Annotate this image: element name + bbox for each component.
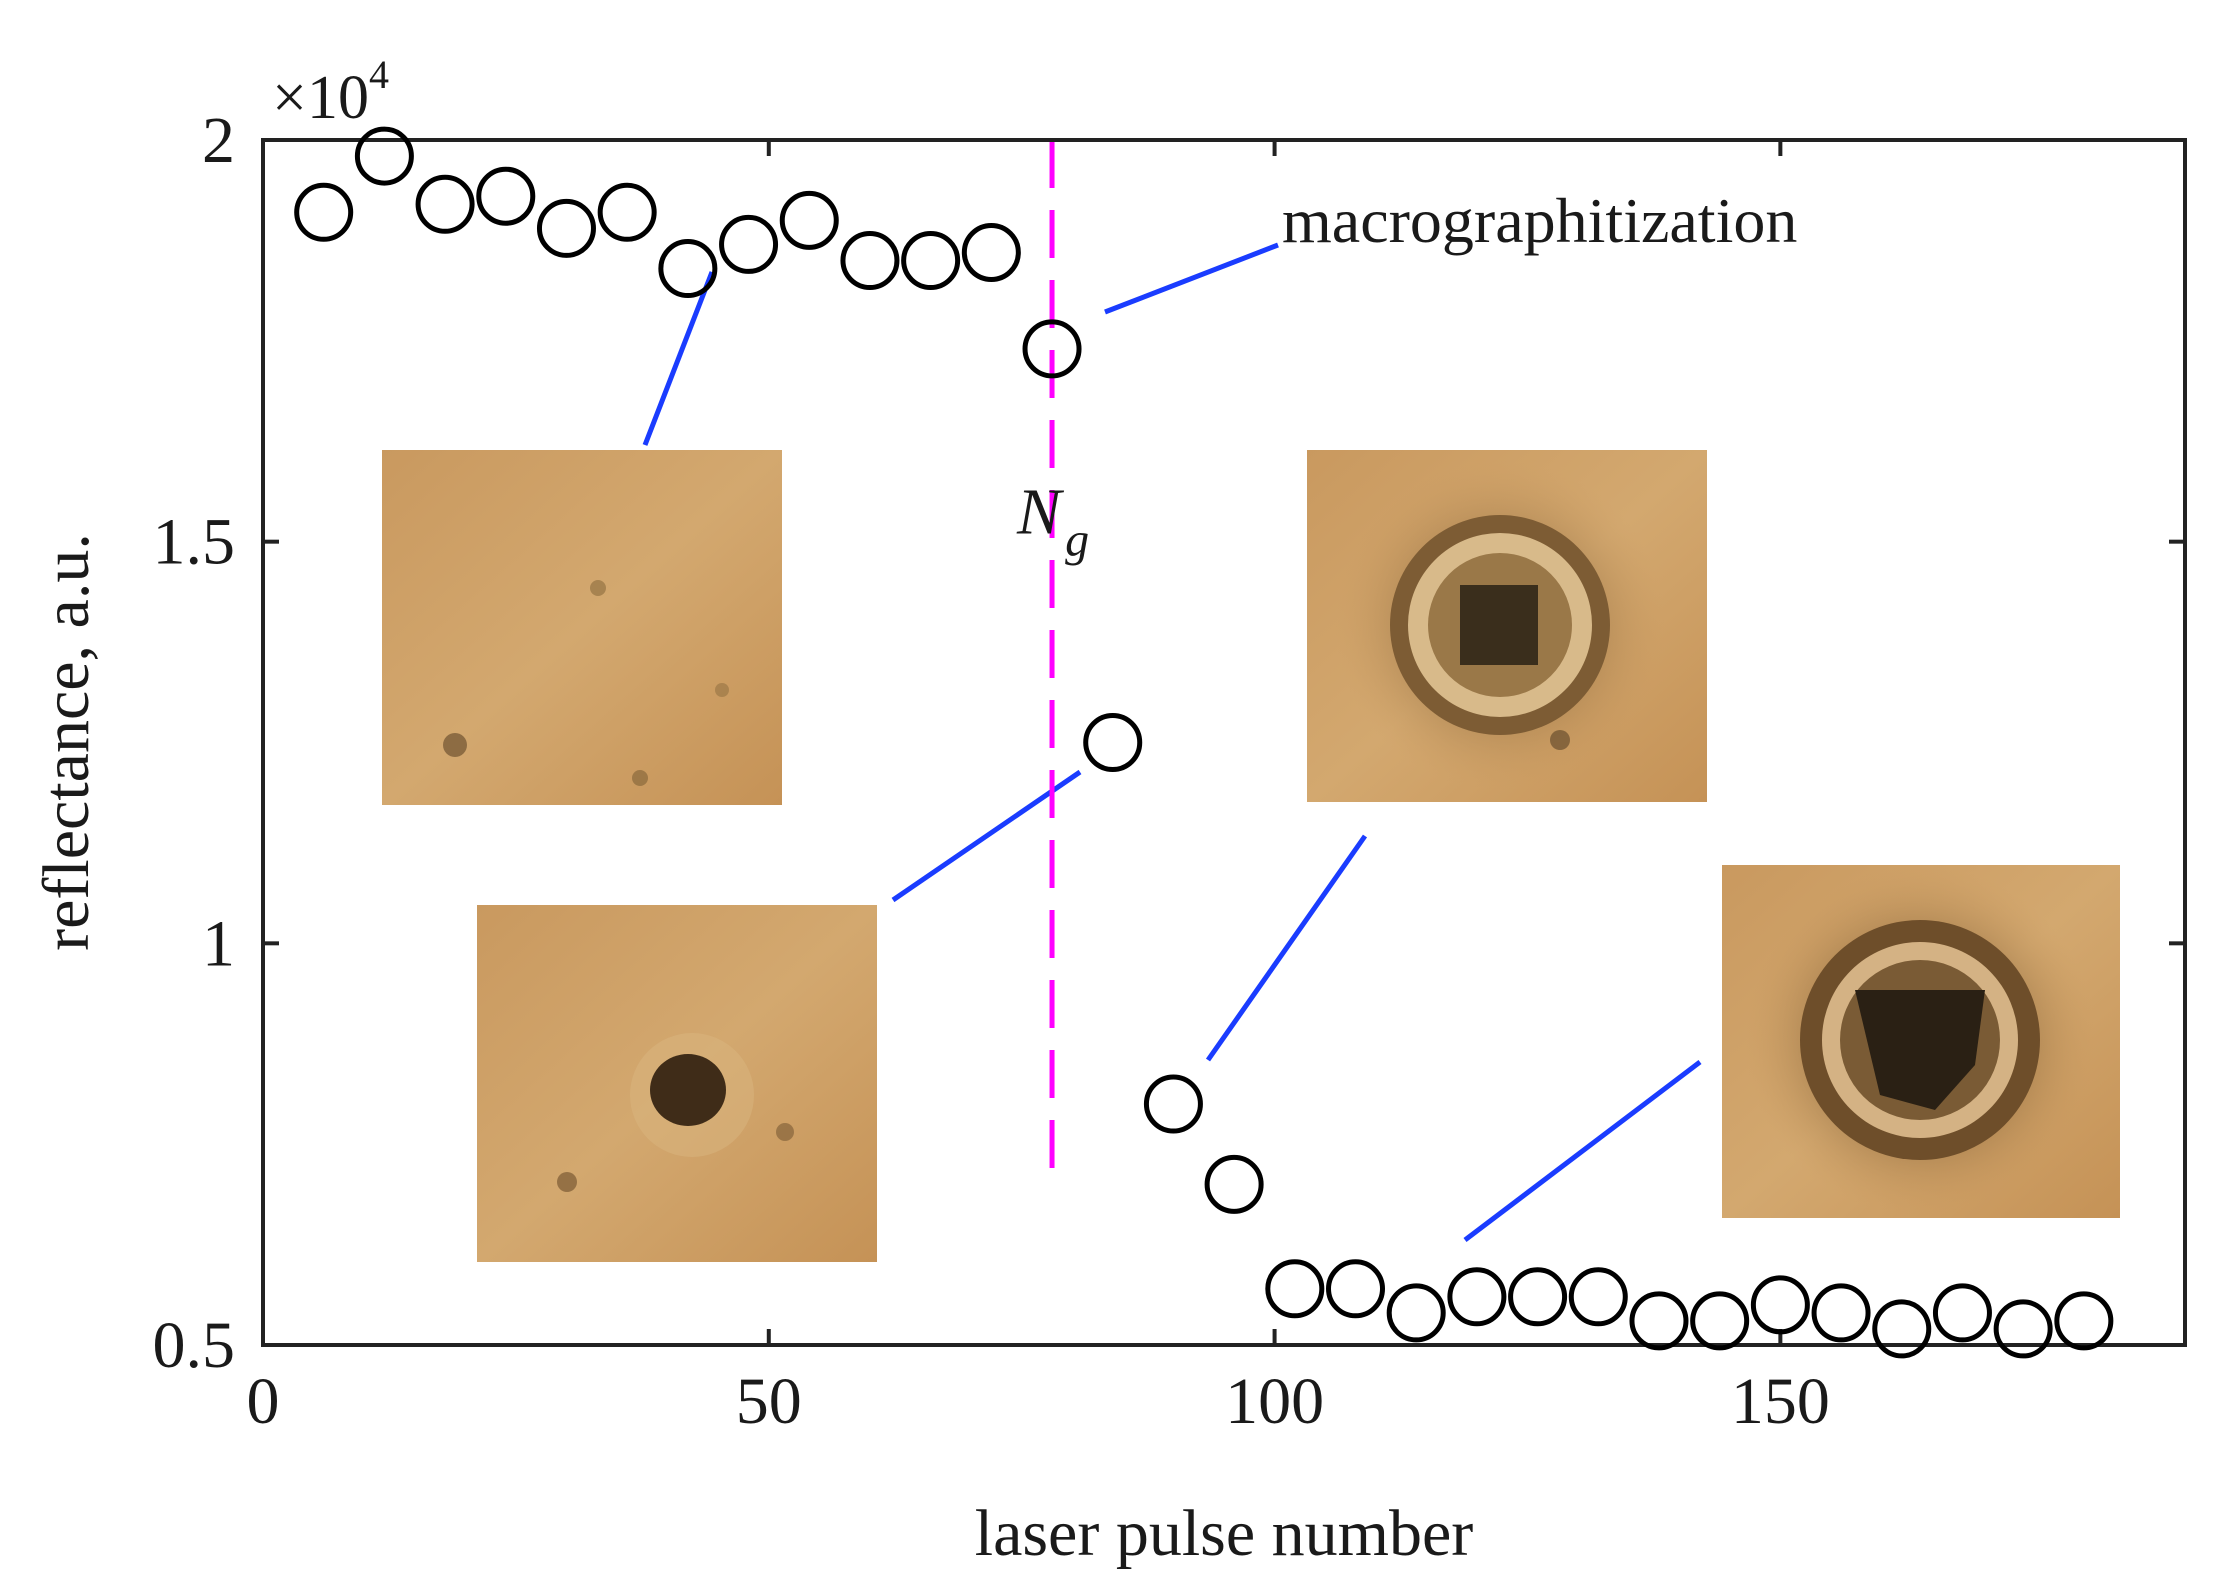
y-tick-label: 1.5 — [153, 506, 236, 579]
y-tick-label: 0.5 — [153, 1309, 236, 1382]
data-point — [1508, 1267, 1568, 1327]
data-points — [294, 126, 2114, 1359]
inset-photo-surface-before-damage — [382, 450, 782, 805]
inset-photo-surface-early-spot — [477, 905, 877, 1262]
data-point — [1386, 1283, 1446, 1343]
x-tick-label: 150 — [1731, 1365, 1830, 1438]
leader-inset-4 — [1463, 1060, 1702, 1242]
data-point — [840, 231, 900, 290]
data-point — [1143, 1074, 1203, 1134]
data-point — [1932, 1283, 1992, 1343]
x-axis-ticks: 0 50 100 150 — [247, 140, 1830, 1438]
data-point — [597, 182, 657, 242]
y-axis-label: reflectance, a.u. — [30, 533, 103, 951]
leader-macrographitization — [1104, 242, 1279, 315]
data-point — [1447, 1267, 1507, 1327]
x-axis-label: laser pulse number — [975, 1497, 1474, 1570]
data-point — [1568, 1267, 1628, 1327]
data-point — [536, 198, 596, 258]
data-point — [1629, 1291, 1689, 1351]
inset-photo-surface-late-crater — [1722, 865, 2120, 1218]
data-point — [1811, 1283, 1871, 1343]
data-point — [1750, 1275, 1810, 1335]
data-point — [1993, 1299, 2053, 1359]
data-point — [1204, 1154, 1264, 1214]
data-point — [1022, 319, 1082, 379]
data-point — [354, 126, 414, 186]
data-point — [658, 239, 718, 299]
x-tick-label: 0 — [247, 1365, 280, 1438]
data-point — [476, 166, 536, 226]
plot-frame — [261, 138, 2187, 1347]
leader-lines — [642, 242, 1702, 1242]
data-point — [901, 231, 961, 290]
leader-inset-1 — [642, 271, 715, 446]
x-tick-label: 100 — [1225, 1365, 1324, 1438]
leader-inset-2 — [891, 769, 1082, 903]
data-point — [1690, 1291, 1750, 1351]
threshold-label-ng: Ng — [1016, 476, 1089, 567]
y-tick-label: 2 — [202, 104, 235, 177]
data-point — [294, 182, 354, 242]
y-tick-label: 1 — [202, 907, 235, 980]
data-point — [2054, 1291, 2114, 1351]
data-point — [1872, 1299, 1932, 1359]
x-tick-label: 50 — [736, 1365, 802, 1438]
inset-photo-surface-ring-crater — [1307, 450, 1707, 802]
y-multiplier: ×104 — [272, 52, 389, 132]
leader-inset-3 — [1205, 834, 1368, 1062]
data-point — [1265, 1259, 1325, 1319]
data-point — [779, 190, 839, 250]
data-point — [1326, 1259, 1386, 1319]
data-point — [415, 174, 475, 234]
data-point — [719, 214, 779, 274]
data-point — [1083, 713, 1143, 772]
annotation-macrographitization: macrographitization — [1282, 185, 1797, 256]
data-point — [961, 222, 1021, 282]
y-axis-ticks: 0.5 1 1.5 2 — [153, 104, 2185, 1382]
